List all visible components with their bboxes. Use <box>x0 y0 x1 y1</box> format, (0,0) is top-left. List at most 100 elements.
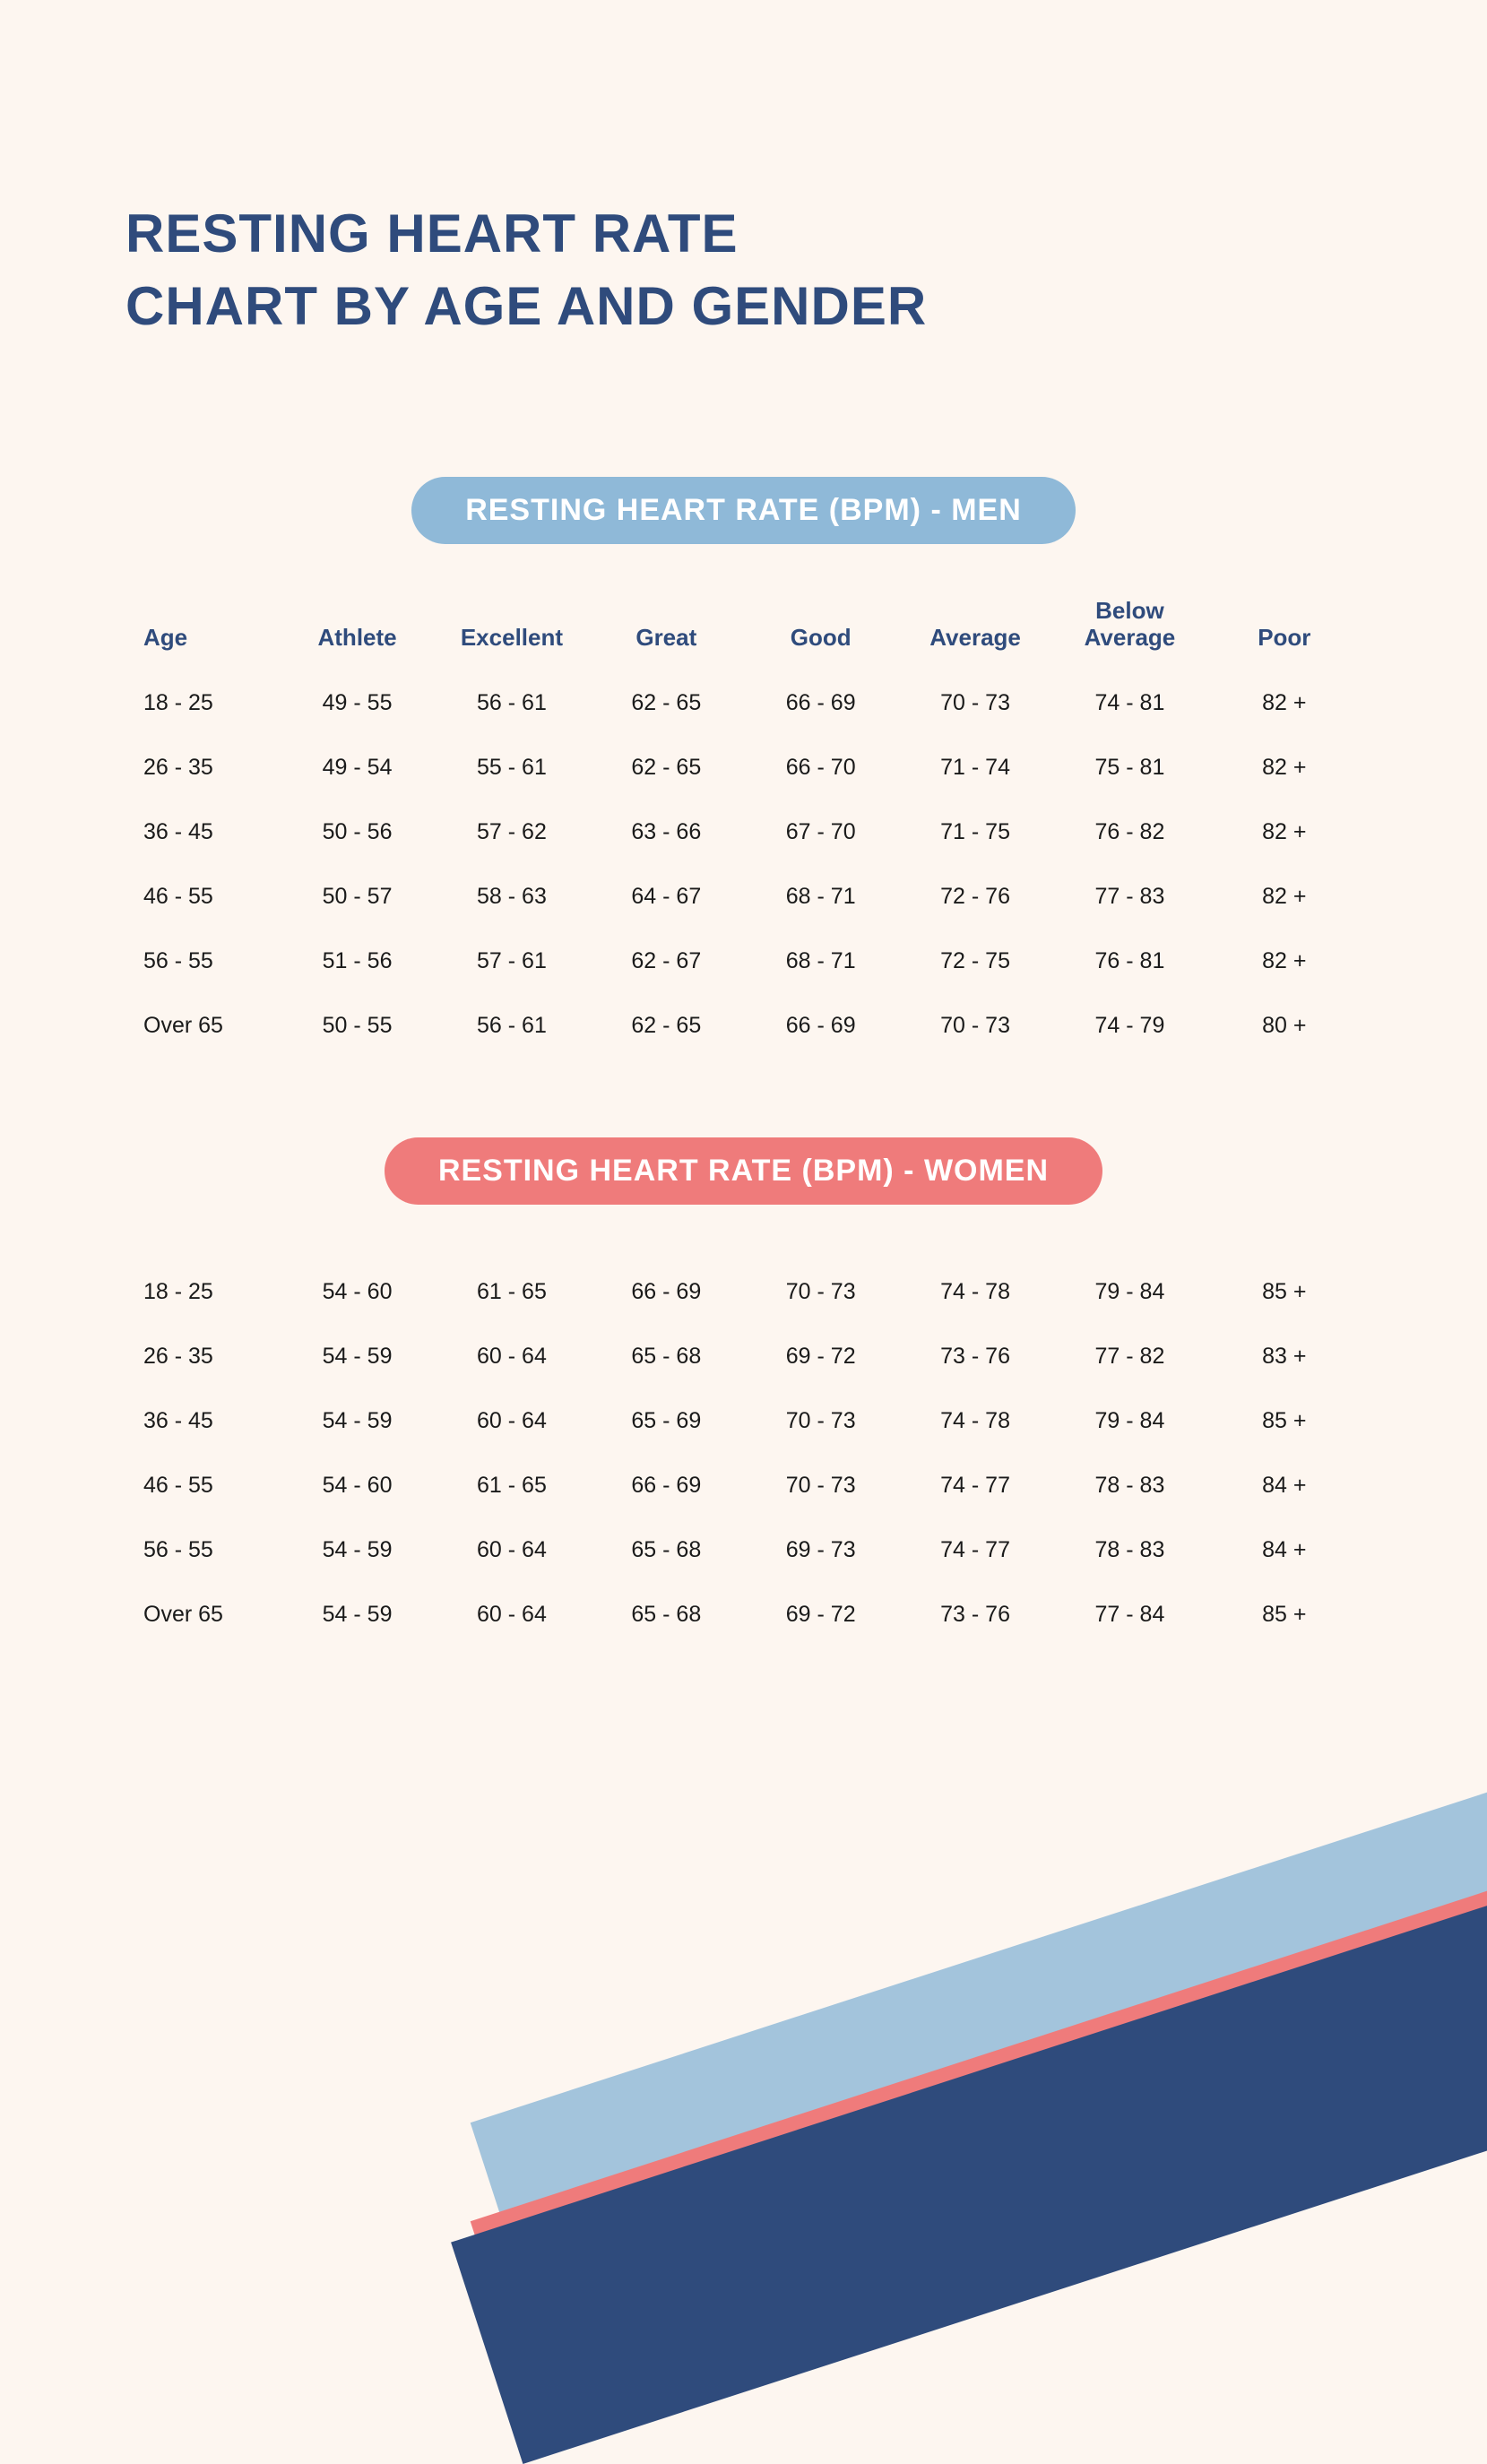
table-cell: 58 - 63 <box>435 866 589 928</box>
table-cell: 82 + <box>1207 930 1362 992</box>
table-cell: 56 - 61 <box>435 995 589 1057</box>
col-header-great: Great <box>589 625 743 670</box>
table-cell: 75 - 81 <box>1052 737 1206 799</box>
col-header-poor: Poor <box>1207 625 1362 670</box>
table-cell: 46 - 55 <box>125 1455 280 1517</box>
table-cell: 74 - 78 <box>898 1390 1052 1452</box>
table-women: 18 - 2554 - 6061 - 6566 - 6970 - 7374 - … <box>125 1258 1362 1646</box>
table-cell: 74 - 77 <box>898 1519 1052 1581</box>
table-cell: 68 - 71 <box>744 930 898 992</box>
table-cell: 72 - 76 <box>898 866 1052 928</box>
col-header-good: Good <box>744 625 898 670</box>
col-header-age: Age <box>125 625 280 670</box>
table-cell: Over 65 <box>125 1584 280 1646</box>
table-cell: 56 - 55 <box>125 930 280 992</box>
table-cell: 70 - 73 <box>898 995 1052 1057</box>
table-cell: 26 - 35 <box>125 1326 280 1388</box>
table-cell: 72 - 75 <box>898 930 1052 992</box>
table-cell: 69 - 72 <box>744 1584 898 1646</box>
title-line-1: RESTING HEART RATE <box>125 203 739 264</box>
table-cell: 76 - 81 <box>1052 930 1206 992</box>
table-cell: 61 - 65 <box>435 1261 589 1323</box>
table-row: 46 - 5554 - 6061 - 6566 - 6970 - 7374 - … <box>125 1452 1362 1517</box>
table-cell: Over 65 <box>125 995 280 1057</box>
table-row: 56 - 5554 - 5960 - 6465 - 6869 - 7374 - … <box>125 1517 1362 1581</box>
table-cell: 67 - 70 <box>744 801 898 863</box>
table-cell: 70 - 73 <box>898 672 1052 734</box>
table-cell: 62 - 67 <box>589 930 743 992</box>
table-cell: 74 - 79 <box>1052 995 1206 1057</box>
table-cell: 66 - 70 <box>744 737 898 799</box>
table-cell: 70 - 73 <box>744 1261 898 1323</box>
table-cell: 66 - 69 <box>744 672 898 734</box>
table-cell: 74 - 77 <box>898 1455 1052 1517</box>
table-cell: 62 - 65 <box>589 995 743 1057</box>
table-cell: 71 - 75 <box>898 801 1052 863</box>
table-cell: 60 - 64 <box>435 1390 589 1452</box>
table-cell: 62 - 65 <box>589 737 743 799</box>
table-cell: 82 + <box>1207 672 1362 734</box>
col-header-athlete: Athlete <box>280 625 434 670</box>
table-cell: 60 - 64 <box>435 1584 589 1646</box>
table-cell: 84 + <box>1207 1455 1362 1517</box>
table-cell: 65 - 69 <box>589 1390 743 1452</box>
table-cell: 54 - 60 <box>280 1455 434 1517</box>
table-cell: 82 + <box>1207 801 1362 863</box>
table-cell: 79 - 84 <box>1052 1261 1206 1323</box>
table-cell: 77 - 82 <box>1052 1326 1206 1388</box>
table-cell: 54 - 59 <box>280 1519 434 1581</box>
table-row: 56 - 5551 - 5657 - 6162 - 6768 - 7172 - … <box>125 928 1362 992</box>
table-row: 18 - 2554 - 6061 - 6566 - 6970 - 7374 - … <box>125 1258 1362 1323</box>
table-cell: 49 - 55 <box>280 672 434 734</box>
table-cell: 56 - 55 <box>125 1519 280 1581</box>
section-pill-women: RESTING HEART RATE (BPM) - WOMEN <box>385 1137 1102 1205</box>
table-cell: 83 + <box>1207 1326 1362 1388</box>
table-cell: 46 - 55 <box>125 866 280 928</box>
table-cell: 85 + <box>1207 1584 1362 1646</box>
table-cell: 77 - 83 <box>1052 866 1206 928</box>
table-cell: 36 - 45 <box>125 1390 280 1452</box>
table-cell: 57 - 61 <box>435 930 589 992</box>
table-cell: 69 - 73 <box>744 1519 898 1581</box>
table-cell: 71 - 74 <box>898 737 1052 799</box>
table-cell: 18 - 25 <box>125 1261 280 1323</box>
table-cell: 54 - 59 <box>280 1326 434 1388</box>
section-pill-men: RESTING HEART RATE (BPM) - MEN <box>411 477 1076 544</box>
table-cell: 50 - 57 <box>280 866 434 928</box>
table-cell: 63 - 66 <box>589 801 743 863</box>
table-cell: 85 + <box>1207 1261 1362 1323</box>
table-cell: 54 - 59 <box>280 1584 434 1646</box>
table-cell: 66 - 69 <box>744 995 898 1057</box>
table-header-row: Age Athlete Excellent Great Good Average… <box>125 598 1362 670</box>
table-cell: 64 - 67 <box>589 866 743 928</box>
table-cell: 26 - 35 <box>125 737 280 799</box>
table-cell: 54 - 60 <box>280 1261 434 1323</box>
table-cell: 69 - 72 <box>744 1326 898 1388</box>
title-line-2: CHART BY AGE AND GENDER <box>125 276 927 336</box>
table-cell: 62 - 65 <box>589 672 743 734</box>
table-cell: 70 - 73 <box>744 1455 898 1517</box>
table-cell: 60 - 64 <box>435 1326 589 1388</box>
table-cell: 61 - 65 <box>435 1455 589 1517</box>
table-cell: 84 + <box>1207 1519 1362 1581</box>
col-header-below-average: Below Average <box>1052 598 1206 670</box>
table-cell: 80 + <box>1207 995 1362 1057</box>
table-cell: 66 - 69 <box>589 1261 743 1323</box>
table-cell: 36 - 45 <box>125 801 280 863</box>
table-cell: 65 - 68 <box>589 1584 743 1646</box>
table-cell: 55 - 61 <box>435 737 589 799</box>
table-cell: 51 - 56 <box>280 930 434 992</box>
table-cell: 50 - 55 <box>280 995 434 1057</box>
table-cell: 18 - 25 <box>125 672 280 734</box>
page-title: RESTING HEART RATE CHART BY AGE AND GEND… <box>125 197 1362 342</box>
table-men: Age Athlete Excellent Great Good Average… <box>125 598 1362 1057</box>
page: RESTING HEART RATE CHART BY AGE AND GEND… <box>0 0 1487 2097</box>
table-row: 26 - 3554 - 5960 - 6465 - 6869 - 7273 - … <box>125 1323 1362 1388</box>
table-cell: 74 - 78 <box>898 1261 1052 1323</box>
table-cell: 50 - 56 <box>280 801 434 863</box>
table-cell: 57 - 62 <box>435 801 589 863</box>
table-cell: 70 - 73 <box>744 1390 898 1452</box>
col-header-average: Average <box>898 625 1052 670</box>
table-cell: 66 - 69 <box>589 1455 743 1517</box>
table-cell: 49 - 54 <box>280 737 434 799</box>
